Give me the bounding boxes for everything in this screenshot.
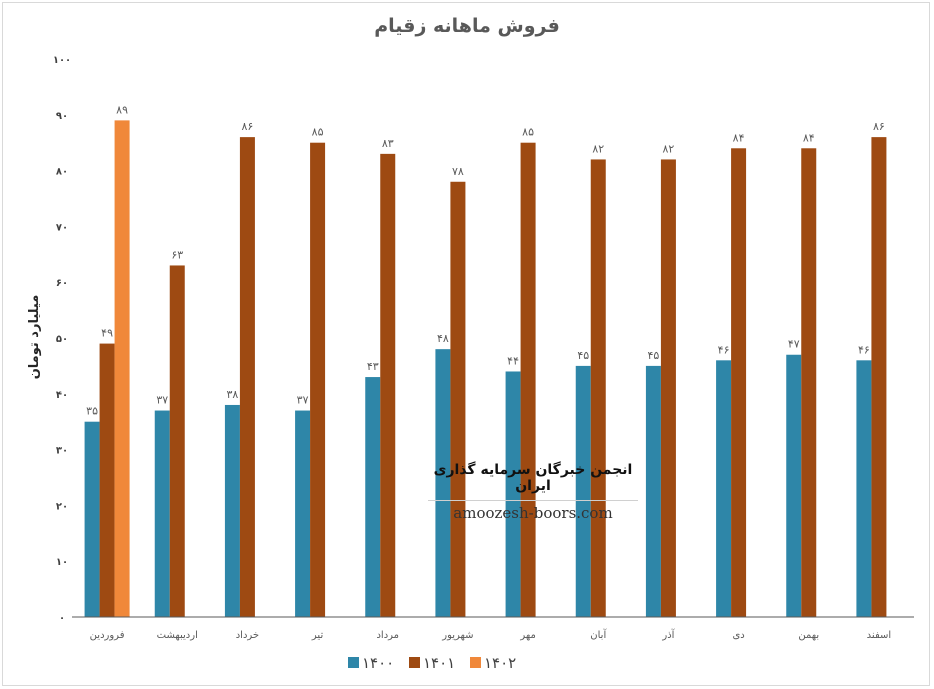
data-label: ۳۸ [227, 388, 239, 401]
data-label: ۴۴ [507, 354, 519, 367]
legend-label: ۱۴۰۱ [423, 654, 455, 672]
x-tick-label: بهمن [798, 630, 819, 641]
bar-1 [365, 377, 381, 617]
data-label: ۳۵ [86, 405, 98, 418]
x-tick-label: آذر [661, 628, 675, 641]
data-label: ۸۴ [803, 131, 815, 144]
data-label: ۸۵ [522, 126, 534, 139]
bar-2 [239, 137, 255, 617]
bar-1 [716, 360, 732, 617]
data-label: ۴۷ [788, 338, 800, 351]
bar-2 [801, 148, 817, 617]
bar-1 [505, 371, 521, 617]
y-tick-label: ۸۰ [56, 167, 68, 178]
y-tick-label: ۱۰ [56, 557, 68, 568]
bar-1 [856, 360, 872, 617]
legend-swatch [348, 657, 359, 668]
x-tick-label: شهریور [441, 630, 473, 641]
bar-1 [224, 404, 240, 617]
x-axis-ticks: فروردین اردیبهشت خرداد تیر مرداد شهریور مهر آبا… [90, 628, 891, 641]
bar-3 [114, 120, 130, 617]
x-tick-label: مرداد [376, 630, 399, 641]
x-tick-label: اسفند [867, 630, 891, 641]
y-tick-label: ۲۰ [56, 501, 68, 512]
x-tick-label: اردیبهشت [157, 630, 198, 641]
data-labels: ۳۵ ۴۹ ۸۹ ۳۷ ۶۳ ۳۸ ۸۶ ۳۷ ۸۵ ۴۳ ۸۳ ۴۸ ۷۸ ۴۴ ۸۵ ۴۵ ۸۲ ۴۵ ۸۲ ۴۶… [86, 103, 885, 417]
bar-1 [786, 354, 802, 617]
x-tick-label: مهر [519, 630, 535, 641]
x-tick-label: فروردین [90, 630, 125, 641]
data-label: ۸۹ [116, 103, 128, 116]
data-label: ۴۶ [718, 343, 730, 356]
x-tick-label: دی [732, 630, 744, 641]
bar-2 [660, 159, 676, 617]
bar-1 [435, 349, 451, 617]
legend-swatch [409, 657, 420, 668]
bar-2 [871, 137, 887, 617]
watermark-url: amoozesh-boors.com [453, 504, 613, 522]
data-label: ۸۵ [312, 126, 324, 139]
data-label: ۸۲ [663, 142, 675, 155]
bar-2 [99, 343, 115, 617]
data-label: ۶۳ [171, 248, 183, 261]
data-label: ۸۴ [733, 131, 745, 144]
data-label: ۴۵ [577, 349, 589, 362]
y-tick-label: ۷۰ [56, 222, 68, 233]
bar-1 [575, 365, 591, 617]
y-tick-label: ۳۰ [56, 446, 68, 457]
x-tick-label: تیر [311, 630, 324, 641]
data-label: ۸۳ [382, 137, 394, 150]
bar-1 [154, 410, 170, 617]
x-tick-label: آبان [590, 628, 607, 641]
data-label: ۸۶ [873, 120, 885, 133]
y-tick-label: ۹۰ [56, 111, 68, 122]
data-label: ۷۸ [452, 165, 464, 178]
legend-label: ۱۴۰۰ [362, 654, 394, 672]
data-label: ۸۲ [592, 142, 604, 155]
bar-1 [84, 421, 100, 617]
chart-title: فروش ماهانه زقیام [374, 15, 560, 37]
bar-2 [450, 181, 466, 617]
data-label: ۴۸ [437, 332, 449, 345]
bar-2 [169, 265, 185, 617]
bar-2 [520, 142, 536, 617]
y-axis-label: میلیارد تومان [27, 295, 42, 380]
bar-2 [590, 159, 606, 617]
data-label: ۳۷ [297, 394, 309, 407]
data-label: ۸۶ [242, 120, 254, 133]
bar-2 [731, 148, 747, 617]
y-tick-label: ۶۰ [56, 278, 68, 289]
x-tick-label: خرداد [236, 630, 259, 641]
bar-2 [380, 153, 396, 618]
bar-2 [310, 142, 326, 617]
legend: ۱۴۰۰ ۱۴۰۱ ۱۴۰۲ [348, 654, 516, 672]
y-axis-ticks: ۰ ۱۰ ۲۰ ۳۰ ۴۰ ۵۰ ۶۰ ۷۰ ۸۰ ۹۰ ۱۰۰ [53, 55, 71, 624]
bars [84, 120, 887, 618]
watermark: انجمن خبرگان سرمایه گذاری ایران amoozesh… [428, 458, 638, 522]
data-label: ۴۵ [648, 349, 660, 362]
bar-1 [295, 410, 311, 617]
bar-1 [645, 365, 661, 617]
watermark-title: انجمن خبرگان سرمایه گذاری ایران [428, 458, 638, 501]
data-label: ۴۶ [858, 343, 870, 356]
y-tick-label: ۰ [59, 613, 65, 624]
y-tick-label: ۵۰ [56, 334, 68, 345]
data-label: ۳۷ [156, 394, 168, 407]
legend-swatch [470, 657, 481, 668]
data-label: ۴۳ [367, 360, 379, 373]
y-tick-label: ۴۰ [56, 390, 68, 401]
data-label: ۴۹ [101, 327, 113, 340]
legend-label: ۱۴۰۲ [484, 654, 516, 672]
y-tick-label: ۱۰۰ [53, 55, 71, 66]
